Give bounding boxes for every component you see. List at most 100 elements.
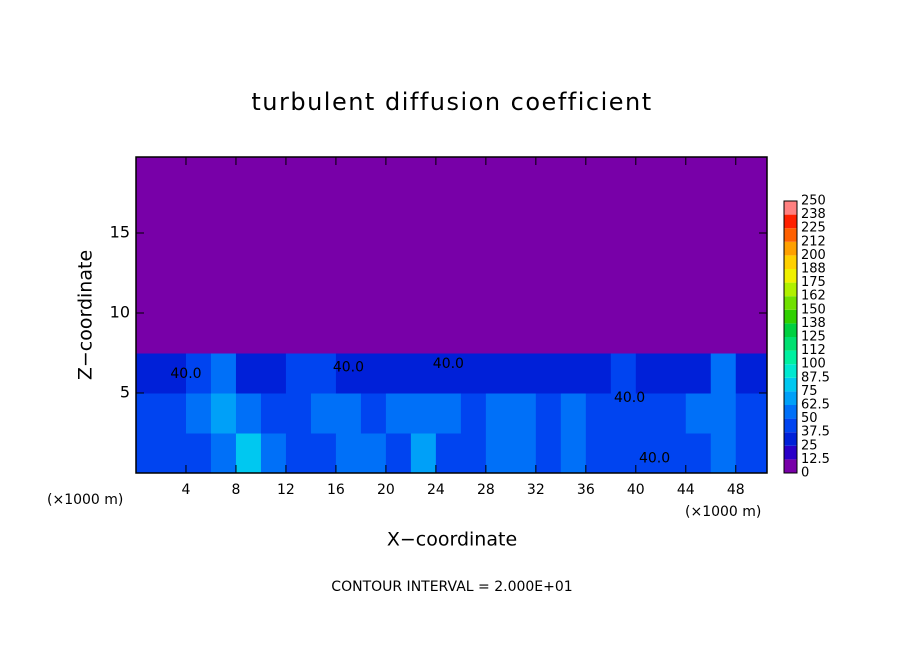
colorbar-tick-label: 162 (801, 289, 826, 304)
colorbar-tick-label: 188 (801, 262, 826, 277)
heat-cell (235, 157, 262, 194)
y-tick-label: 5 (120, 383, 130, 402)
heat-cell (385, 273, 412, 314)
heat-cell (685, 313, 712, 354)
heat-cell (160, 193, 187, 234)
x-tick-label: 48 (727, 482, 745, 498)
heat-cell (185, 193, 212, 234)
heat-cell (585, 353, 612, 394)
x-tick-label: 40 (627, 482, 645, 498)
heat-cell (560, 433, 587, 474)
heat-cell (185, 353, 212, 394)
heat-cell (260, 157, 287, 194)
heat-cell (710, 393, 737, 434)
colorbar-swatch (784, 377, 797, 392)
heat-cell (235, 273, 262, 314)
heat-cell (460, 393, 487, 434)
contour-label: 40.0 (614, 390, 645, 406)
heat-cell (410, 393, 437, 434)
heat-cell (360, 157, 387, 194)
colorbar-tick-label: 75 (801, 384, 818, 399)
heat-cell (210, 233, 237, 274)
heat-cell (485, 273, 512, 314)
heat-cell (285, 233, 312, 274)
heat-cell (510, 393, 537, 434)
x-tick-label: 20 (377, 482, 395, 498)
heat-cell (160, 233, 187, 274)
heat-cell (136, 233, 162, 274)
heat-cell (235, 313, 262, 354)
contour-label: 40.0 (639, 451, 670, 467)
heat-cell (185, 313, 212, 354)
x-tick-label: 28 (477, 482, 495, 498)
heat-cell (660, 353, 687, 394)
heat-cell (360, 353, 387, 394)
heat-cell (710, 193, 737, 234)
heat-cell (485, 313, 512, 354)
heat-cell (635, 157, 662, 194)
heat-cell (585, 233, 612, 274)
heat-cell (735, 273, 768, 314)
heat-cell (610, 193, 637, 234)
heat-cell (685, 353, 712, 394)
colorbar-tick-label: 100 (801, 357, 826, 372)
heat-cell (710, 157, 737, 194)
heat-cell (635, 233, 662, 274)
heat-cell (610, 157, 637, 194)
heat-cell (710, 433, 737, 474)
heat-cell (210, 393, 237, 434)
heat-cell (385, 433, 412, 474)
heat-cell (510, 233, 537, 274)
heat-cell (435, 157, 462, 194)
heat-cell (485, 157, 512, 194)
heat-cell (285, 157, 312, 194)
contour-label: 40.0 (433, 356, 464, 372)
colorbar-tick-label: 212 (801, 234, 826, 249)
heat-cell (435, 273, 462, 314)
plot-frame (135, 156, 768, 474)
heat-cell (160, 393, 187, 434)
heat-cell (260, 193, 287, 234)
heat-cell (160, 313, 187, 354)
heat-cell (460, 313, 487, 354)
heat-cell (310, 233, 337, 274)
heat-cell (285, 313, 312, 354)
heat-cell (735, 157, 768, 194)
heat-cell (410, 433, 437, 474)
colorbar-tick-label: 238 (801, 207, 826, 222)
heat-cell (160, 353, 187, 394)
heat-cell (735, 433, 768, 474)
heat-cell (310, 433, 337, 474)
heat-cell (335, 313, 362, 354)
x-tick-label: 16 (327, 482, 345, 498)
colorbar-tick-label: 250 (801, 194, 826, 209)
heat-cell (535, 313, 562, 354)
colorbar-tick-label: 175 (801, 275, 826, 290)
x-unit-label: (×1000 m) (685, 504, 761, 520)
colorbar-tick-label: 12.5 (801, 452, 830, 467)
heat-cell (610, 393, 637, 434)
heat-cell (235, 433, 262, 474)
heat-cell (535, 393, 562, 434)
heat-cell (360, 273, 387, 314)
heat-cell (510, 157, 537, 194)
heat-cell (610, 353, 637, 394)
heat-cell (485, 233, 512, 274)
colorbar-swatch (784, 323, 797, 337)
x-tick-label: 32 (527, 482, 545, 498)
heat-cell (210, 157, 237, 194)
y-tick-label: 10 (110, 303, 130, 322)
colorbar-swatch (784, 309, 797, 324)
heat-cell (310, 353, 337, 394)
heat-cell (210, 313, 237, 354)
heat-cell (635, 433, 662, 474)
colorbar-tick-label: 138 (801, 316, 826, 331)
heat-cell (235, 393, 262, 434)
heat-cell (260, 393, 287, 434)
heat-cell (510, 273, 537, 314)
heat-cell (535, 233, 562, 274)
colorbar-swatch (784, 459, 797, 473)
heat-cell (485, 193, 512, 234)
heat-cell (360, 193, 387, 234)
heat-cell (235, 193, 262, 234)
